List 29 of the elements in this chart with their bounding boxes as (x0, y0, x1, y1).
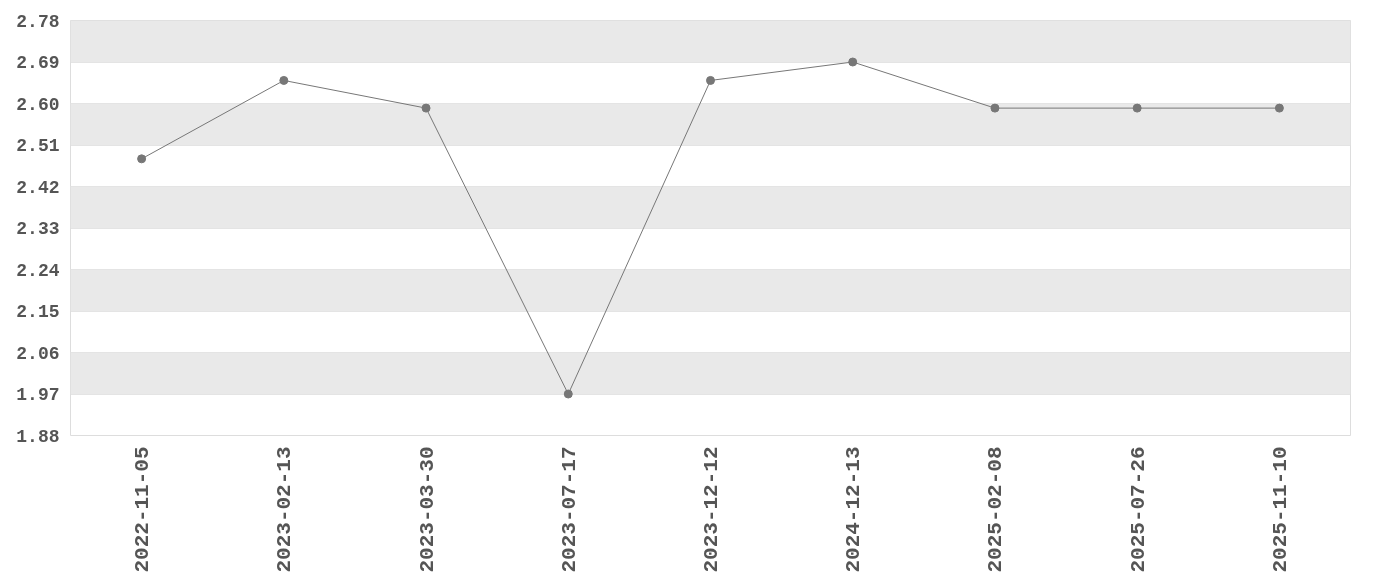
point (279, 75, 289, 85)
y-tick-label: 2.51 (16, 136, 60, 156)
x-tick-label: 2025-07-26 (1126, 446, 1150, 573)
y-tick-label: 1.97 (16, 385, 60, 405)
y-tick-label: 2.69 (16, 53, 60, 73)
x-tick-label: 2022-11-05 (131, 446, 155, 573)
y-tick-label: 2.06 (16, 343, 60, 364)
x-tick-label: 2023-12-12 (700, 446, 723, 573)
y-tick-label: 2.15 (16, 302, 60, 322)
y-tick-label: 2.78 (16, 11, 60, 32)
point (706, 75, 715, 85)
point (1274, 103, 1284, 113)
point (137, 154, 147, 164)
x-tick-label: 2024-12-13 (842, 446, 866, 573)
x-tick-label: 2023-07-17 (557, 446, 581, 573)
x-tick-label: 2023-03-30 (415, 446, 439, 573)
point (563, 389, 573, 399)
point (990, 103, 1000, 113)
y-tick-label: 2.24 (16, 260, 60, 281)
point (421, 103, 431, 113)
x-tick-label: 2025-02-08 (984, 446, 1008, 573)
y-tick-label: 1.88 (16, 426, 60, 447)
y-tick-label: 2.33 (16, 219, 60, 239)
point (848, 57, 858, 67)
y-tick-label: 2.60 (16, 94, 60, 115)
x-tick-label: 2025-11-10 (1268, 446, 1292, 573)
point (1132, 103, 1142, 113)
x-tick-label: 2023-02-13 (273, 446, 297, 573)
y-tick-label: 2.42 (16, 177, 60, 198)
